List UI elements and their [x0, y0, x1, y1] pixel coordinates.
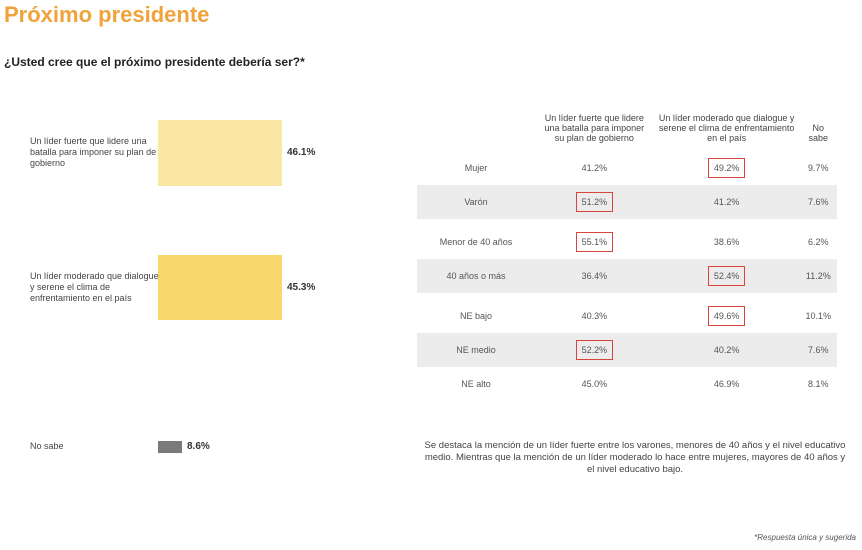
table-cell: 52.2% — [535, 333, 654, 367]
table-cell: 38.6% — [653, 219, 800, 259]
row-segment-label: NE alto — [461, 379, 491, 389]
table-cell: 10.1% — [799, 293, 837, 333]
table-cell: 52.4% — [653, 259, 800, 296]
table-cell: 45.0% — [535, 367, 654, 401]
row-segment-label: Menor de 40 años — [417, 219, 535, 259]
table-cell: 7.6% — [799, 185, 837, 222]
table-cell: 9.7% — [800, 151, 837, 185]
cell-value: 38.6% — [713, 237, 740, 247]
survey-question: ¿Usted cree que el próximo presidente de… — [4, 55, 305, 69]
crosstab-table: Un líder fuerte que lidere una batalla p… — [417, 85, 837, 401]
cell-value: 11.2% — [805, 271, 831, 281]
footnote: *Respuesta única y sugerida — [754, 533, 856, 542]
table-row: Varón 51.2% 41.2% 7.6% — [417, 185, 837, 222]
row-segment-label: Varón — [417, 185, 535, 222]
table-header-row: Un líder fuerte que lidere una batalla p… — [417, 85, 837, 151]
cell-value: 36.4% — [581, 271, 608, 281]
highlighted-value: 52.4% — [707, 266, 746, 286]
cell-value: 9.7% — [808, 163, 829, 173]
cell-value: 6.2% — [808, 237, 829, 247]
table-cell: 49.6% — [653, 293, 800, 333]
cell-value: 7.6% — [808, 345, 829, 355]
table-cell: 46.9% — [654, 367, 800, 401]
row-segment-label: NE bajo — [417, 293, 535, 333]
table-row: NE alto 45.0% 46.9% 8.1% — [417, 367, 837, 401]
cell-value: 41.2% — [581, 163, 608, 173]
table-cell: 40.2% — [653, 333, 800, 367]
table-row: NE medio 52.2% 40.2% 7.6% — [417, 333, 837, 367]
highlighted-value: 49.2% — [707, 158, 746, 178]
table-cell: 51.2% — [535, 185, 654, 222]
highlighted-value: 52.2% — [575, 340, 614, 360]
bar-value-label: 45.3% — [287, 281, 316, 293]
bar-value-label: 8.6% — [187, 441, 210, 453]
row-segment-label: NE medio — [417, 333, 535, 367]
table-cell: 36.4% — [535, 259, 654, 296]
row-segment-label: 40 años o más — [417, 259, 535, 296]
bar-3 — [158, 440, 182, 453]
table-cell: 41.2% — [653, 185, 800, 222]
bar-category-label: No sabe — [30, 441, 64, 452]
table-cell: 8.1% — [800, 367, 837, 401]
table-cell: 40.3% — [535, 293, 654, 333]
table-cell: 7.6% — [799, 333, 837, 367]
row-segment-label: Mujer — [464, 163, 488, 173]
table-cell: 11.2% — [799, 259, 837, 296]
bar-value-label: 46.1% — [287, 147, 316, 159]
table-row: Mujer 41.2% 49.2% 9.7% — [417, 151, 837, 185]
highlighted-value: 49.6% — [707, 306, 746, 326]
bar-1 — [158, 119, 282, 186]
column-header: Un líder fuerte que lidere una batalla p… — [544, 113, 645, 143]
page-title: Próximo presidente — [4, 2, 210, 27]
bar-chart: Un líder fuerte que lidere una batalla p… — [0, 100, 400, 470]
cell-value: 40.3% — [581, 311, 608, 321]
table-corner-cell — [417, 85, 535, 151]
bar-2 — [158, 254, 282, 320]
column-header: No sabe — [808, 123, 829, 143]
cell-value: 45.0% — [581, 379, 608, 389]
table-cell: 6.2% — [799, 219, 837, 259]
table-row: 40 años o más 36.4% 52.4% 11.2% — [417, 259, 837, 296]
table-cell: 41.2% — [535, 151, 654, 185]
table-cell: 55.1% — [535, 219, 654, 259]
cell-value: 8.1% — [808, 379, 829, 389]
highlighted-value: 55.1% — [575, 232, 614, 252]
table-row: NE bajo 40.3% 49.6% 10.1% — [417, 293, 837, 333]
bar-category-label: Un líder fuerte que lidere una batalla p… — [30, 136, 157, 169]
column-header: Un líder moderado que dialogue y serene … — [658, 113, 795, 143]
table-cell: 49.2% — [654, 151, 800, 185]
cell-value: 7.6% — [808, 197, 829, 207]
cell-value: 40.2% — [713, 345, 740, 355]
bar-category-label: Un líder moderado que dialogue y serene … — [30, 270, 159, 303]
cell-value: 46.9% — [713, 379, 740, 389]
cell-value: 10.1% — [805, 311, 832, 321]
table-row: Menor de 40 años 55.1% 38.6% 6.2% — [417, 219, 837, 259]
analysis-note: Se destaca la mención de un líder fuerte… — [424, 440, 846, 475]
cell-value: 41.2% — [713, 197, 740, 207]
highlighted-value: 51.2% — [575, 192, 614, 212]
